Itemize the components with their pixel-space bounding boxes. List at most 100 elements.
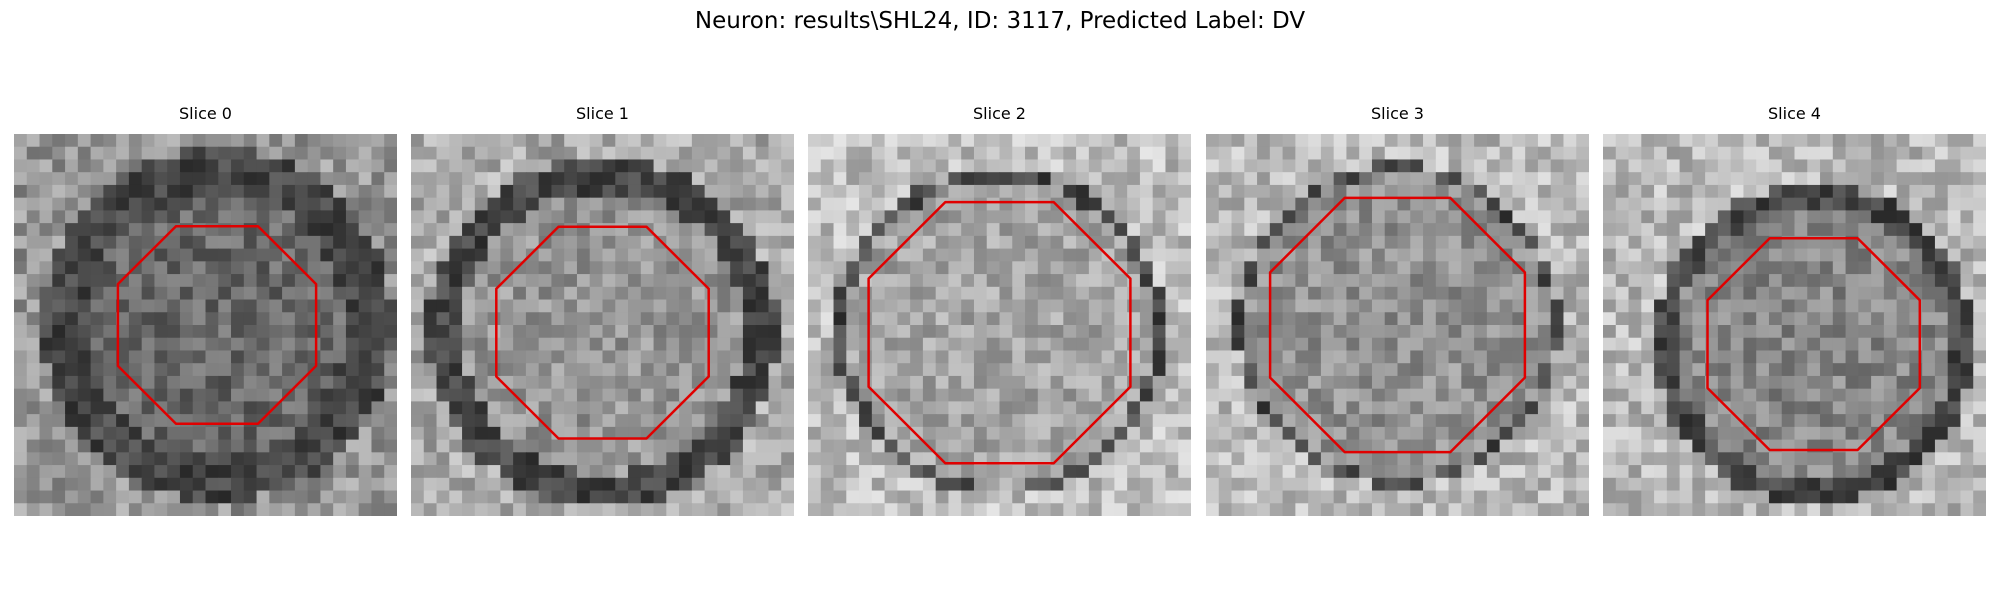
- image-pixel: [859, 426, 873, 441]
- image-pixel: [691, 159, 706, 173]
- image-pixel: [1037, 184, 1052, 199]
- image-pixel: [1973, 223, 1986, 237]
- image-pixel: [948, 286, 962, 301]
- image-pixel: [1525, 337, 1539, 352]
- image-pixel: [1165, 401, 1179, 415]
- image-pixel: [1756, 439, 1770, 453]
- image-pixel: [1615, 350, 1630, 364]
- image-pixel: [411, 452, 425, 466]
- image-pixel: [1730, 337, 1745, 352]
- image-pixel: [1206, 375, 1220, 390]
- image-pixel: [781, 363, 794, 377]
- image-pixel: [462, 337, 476, 352]
- image-pixel: [449, 452, 463, 466]
- image-pixel: [576, 235, 591, 250]
- image-pixel: [462, 465, 476, 479]
- image-pixel: [1730, 184, 1745, 199]
- image-pixel: [1448, 184, 1462, 199]
- image-pixel: [256, 134, 270, 148]
- image-pixel: [1320, 159, 1335, 173]
- image-pixel: [256, 286, 270, 301]
- image-pixel: [1435, 299, 1450, 313]
- image-pixel: [65, 477, 79, 492]
- image-pixel: [1499, 261, 1513, 275]
- image-pixel: [948, 490, 962, 504]
- image-pixel: [1025, 235, 1039, 250]
- image-pixel: [1781, 414, 1796, 428]
- image-pixel: [1756, 134, 1770, 148]
- image-pixel: [1794, 184, 1808, 199]
- image-pixel: [1114, 134, 1128, 148]
- image-pixel: [1576, 375, 1589, 390]
- image-pixel: [602, 299, 616, 313]
- image-pixel: [1269, 426, 1284, 441]
- image-pixel: [1244, 134, 1258, 148]
- image-pixel: [462, 146, 476, 161]
- image-pixel: [65, 299, 79, 313]
- image-pixel: [833, 299, 847, 313]
- image-pixel: [358, 465, 373, 479]
- image-pixel: [1845, 337, 1859, 352]
- image-pixel: [986, 197, 1001, 211]
- image-pixel: [1832, 210, 1847, 224]
- image-pixel: [103, 350, 117, 364]
- image-pixel: [653, 261, 667, 275]
- image-pixel: [589, 465, 604, 479]
- image-pixel: [1257, 146, 1271, 161]
- image-pixel: [1461, 439, 1475, 453]
- image-pixel: [1576, 197, 1589, 211]
- image-pixel: [704, 159, 718, 173]
- image-pixel: [717, 210, 731, 224]
- image-pixel: [423, 452, 438, 466]
- image-pixel: [358, 388, 373, 402]
- image-pixel: [1333, 235, 1348, 250]
- image-pixel: [859, 210, 873, 224]
- image-pixel: [884, 490, 898, 504]
- image-pixel: [1794, 197, 1808, 211]
- image-pixel: [128, 235, 143, 250]
- image-pixel: [525, 452, 540, 466]
- image-pixel: [77, 299, 92, 313]
- image-pixel: [1858, 452, 1872, 466]
- image-pixel: [1127, 223, 1141, 237]
- image-pixel: [1050, 159, 1064, 173]
- image-pixel: [973, 261, 988, 275]
- image-pixel: [1807, 414, 1821, 428]
- image-pixel: [371, 261, 385, 275]
- image-pixel: [589, 414, 604, 428]
- image-pixel: [1231, 159, 1245, 173]
- image-pixel: [871, 146, 886, 161]
- image-pixel: [282, 477, 296, 492]
- image-pixel: [1692, 248, 1706, 262]
- image-pixel: [77, 465, 92, 479]
- image-pixel: [345, 490, 360, 504]
- image-pixel: [52, 210, 66, 224]
- image-pixel: [1025, 134, 1039, 148]
- image-pixel: [116, 388, 130, 402]
- image-pixel: [436, 465, 450, 479]
- image-pixel: [1858, 299, 1872, 313]
- image-pixel: [1692, 426, 1706, 441]
- image-pixel: [986, 490, 1001, 504]
- image-pixel: [513, 159, 527, 173]
- image-pixel: [128, 439, 143, 453]
- image-pixel: [1231, 452, 1245, 466]
- image-pixel: [449, 146, 463, 161]
- image-pixel: [666, 223, 680, 237]
- image-pixel: [1537, 134, 1552, 148]
- image-pixel: [26, 503, 41, 516]
- image-pixel: [1152, 197, 1167, 211]
- image-pixel: [333, 235, 347, 250]
- image-pixel: [1244, 363, 1258, 377]
- image-pixel: [589, 274, 604, 288]
- image-pixel: [513, 172, 527, 186]
- image-pixel: [1127, 134, 1141, 148]
- image-pixel: [833, 388, 847, 402]
- image-pixel: [192, 490, 207, 504]
- image-pixel: [717, 286, 731, 301]
- image-pixel: [1423, 299, 1437, 313]
- image-pixel: [1269, 325, 1284, 339]
- image-pixel: [1063, 248, 1077, 262]
- image-pixel: [704, 388, 718, 402]
- image-pixel: [1666, 223, 1681, 237]
